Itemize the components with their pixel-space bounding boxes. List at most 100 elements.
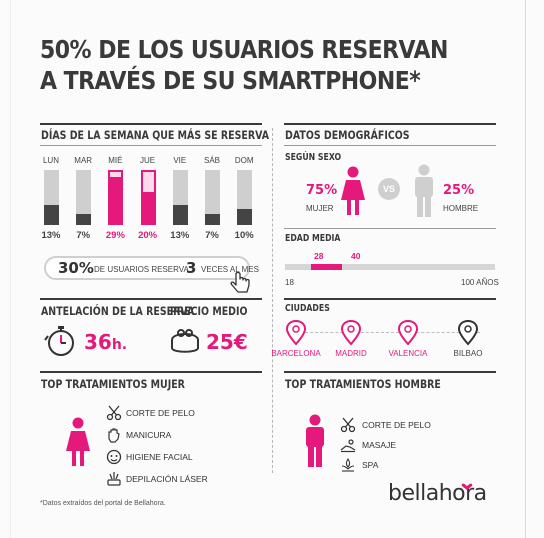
treat-women-item: DEPILACIÓN LÁSER — [126, 474, 208, 484]
male-treatment-icon — [306, 414, 324, 467]
female-label: MUJER — [306, 204, 334, 213]
day-bar-fill — [205, 214, 220, 225]
day-label: LUN — [42, 156, 59, 165]
advance-value: 36h. — [84, 330, 127, 354]
female-demographic-icon — [341, 166, 365, 215]
title-line-1: 50% DE LOS USUARIOS RESERVAN — [40, 35, 448, 64]
treat-women-item: CORTE DE PELO — [126, 408, 195, 418]
price-value: 25€ — [206, 330, 248, 354]
day-bar-fill — [76, 214, 92, 225]
day-bar — [205, 170, 220, 225]
rule-demographics-sub — [284, 145, 496, 146]
treat-men-item: SPA — [362, 460, 379, 470]
rule-treat-men — [284, 371, 496, 373]
treat-men-item: MASAJE — [362, 440, 397, 450]
laser-icon — [107, 472, 121, 486]
day-bar — [44, 170, 59, 225]
age-max: 100 AÑOS — [461, 278, 499, 287]
day-label: SÁB — [203, 156, 220, 165]
male-label: HOMBRE — [443, 204, 479, 213]
day-bar — [172, 170, 188, 225]
map-pin-icon — [340, 320, 362, 346]
rule-cities — [284, 298, 496, 300]
city-label: MADRID — [335, 349, 367, 358]
cursor-hand-icon — [230, 271, 250, 293]
treat-women-heading: TOP TRATAMIENTOS MUJER — [41, 377, 185, 391]
day-label: MIÉ — [108, 156, 123, 165]
advance-heading: ANTELACIÓN DE LA RESERVA — [41, 304, 195, 318]
day-bar — [108, 170, 124, 225]
frequency-pct: 30% — [58, 259, 94, 277]
days-heading: DÍAS DE LA SEMANA QUE MÁS SE RESERVA — [41, 128, 270, 142]
day-label: VIE — [173, 156, 187, 165]
day-pct: 7% — [205, 230, 219, 241]
day-pct: 13% — [170, 230, 190, 241]
day-label: DOM — [234, 156, 254, 165]
rule-demographics — [284, 123, 496, 125]
day-label: MAR — [74, 156, 93, 165]
spa-icon — [341, 458, 355, 472]
stopwatch-icon — [44, 326, 74, 356]
rule-days — [40, 123, 262, 125]
massage-icon — [340, 439, 356, 453]
treat-women-item: HIGIENE FACIAL — [126, 452, 193, 462]
age-range-fill — [311, 264, 342, 270]
day-bar — [140, 170, 156, 225]
logo-heart-icon — [461, 483, 473, 490]
cities-heading: CIUDADES — [285, 303, 330, 314]
footnote: *Datos extraídos del portal de Bellahora… — [40, 500, 166, 507]
hand-icon — [108, 428, 120, 443]
frequency-pill: 30% DE USUARIOS RESERVA 3 VECES AL MES — [44, 256, 259, 280]
vs-badge: VS — [378, 178, 400, 200]
column-divider — [272, 128, 273, 473]
purse-icon — [171, 329, 199, 353]
day-pct: 10% — [234, 230, 254, 241]
age-bar — [285, 264, 495, 270]
day-bar-fill — [172, 205, 188, 225]
day-pct: 7% — [76, 230, 91, 241]
rule-age — [284, 228, 496, 229]
page-edge-left — [10, 0, 11, 538]
day-bar-fill — [142, 192, 154, 223]
city-label: BILBAO — [453, 349, 483, 358]
day-pct: 13% — [41, 230, 61, 241]
age-min: 18 — [285, 278, 294, 287]
page-edge — [525, 0, 526, 538]
day-pct: 20% — [138, 230, 158, 241]
page-title: 50% DE LOS USUARIOS RESERVAN A TRAVÉS DE… — [40, 34, 448, 96]
female-icon — [66, 417, 90, 466]
map-pin-icon — [285, 320, 307, 346]
scissors-icon — [340, 417, 356, 433]
map-pin-icon — [457, 320, 479, 346]
day-bar-fill — [237, 209, 253, 225]
treat-women-item: MANICURA — [126, 430, 172, 440]
age-heading: EDAD MEDIA — [285, 233, 341, 244]
day-bar-fill — [110, 177, 122, 223]
face-icon — [106, 449, 122, 465]
day-bar-fill — [44, 205, 59, 225]
city-label: VALENCIA — [388, 349, 428, 358]
price-heading: PRECIO MEDIO — [170, 304, 248, 318]
title-line-2: A TRAVÉS DE SU SMARTPHONE* — [40, 66, 421, 95]
advance-unit: h. — [111, 337, 128, 353]
rule-days-sub — [40, 145, 262, 146]
day-pct: 29% — [105, 230, 125, 241]
demographics-heading: DATOS DEMOGRÁFICOS — [285, 128, 410, 142]
rule-treat-women — [40, 371, 262, 373]
frequency-text-1: DE USUARIOS RESERVA — [94, 265, 189, 274]
day-bar — [237, 170, 253, 225]
advance-number: 36 — [84, 330, 112, 354]
age-from: 28 — [314, 251, 324, 261]
rule-stats — [40, 298, 262, 300]
city-label: BARCELONA — [271, 349, 321, 358]
scissors-icon — [106, 405, 122, 421]
female-pct: 75% — [306, 183, 338, 198]
day-bar — [76, 170, 92, 225]
sex-heading: SEGÚN SEXO — [285, 152, 342, 163]
treat-men-item: CORTE DE PELO — [362, 420, 431, 430]
treat-men-heading: TOP TRATAMIENTOS HOMBRE — [285, 377, 441, 391]
map-pin-icon — [397, 320, 419, 346]
male-pct: 25% — [443, 183, 475, 198]
frequency-times: 3 — [186, 259, 197, 277]
cities-connector — [300, 332, 480, 333]
